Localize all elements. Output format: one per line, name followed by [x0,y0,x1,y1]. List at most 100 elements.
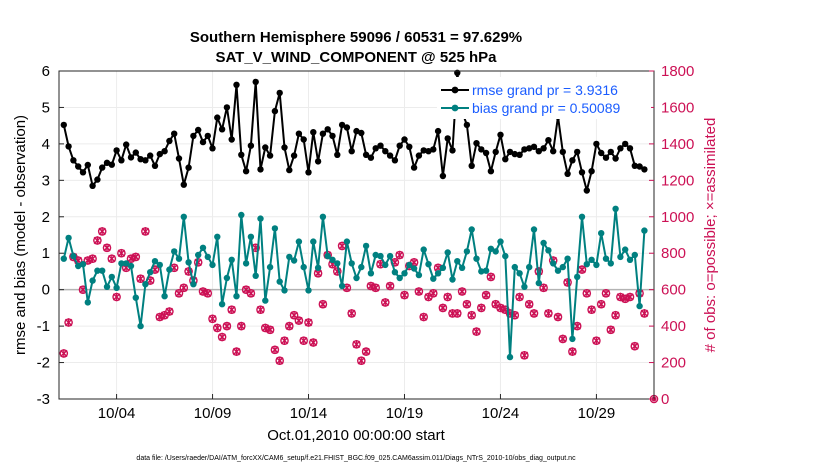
rmse-point [214,114,221,121]
rmse-point [84,161,92,169]
assimilated-point [453,309,461,318]
assimilated-point [611,310,620,320]
rmse-point [626,145,634,152]
assimilated-point [463,300,471,309]
assimilated-point [607,325,615,334]
assimilated-point [371,283,380,293]
bias-point [574,273,581,281]
assimilated-point [232,347,241,356]
bias-point [382,261,389,269]
assimilated-point [621,294,629,303]
bias-point [406,261,413,269]
rmse-point [588,168,595,175]
left-tick-label: 3 [42,172,50,189]
bias-point [492,248,499,255]
rmse-point [372,145,379,152]
rmse-point [598,149,605,157]
bias-point [377,252,384,260]
bias-point [199,244,207,251]
bias-point [506,353,514,361]
bias-point [223,274,231,282]
assimilated-point [136,274,145,283]
assimilated-point [352,340,361,349]
assimilated-point [261,323,270,333]
assimilated-point [419,312,428,322]
rmse-point [233,81,240,89]
rmse-point [175,155,183,162]
rmse-point [530,143,538,150]
bias-point [262,297,269,304]
bias-point [425,261,432,268]
right-tick-label: 1000 [661,209,694,226]
assimilated-point [381,298,390,307]
rmse-point [314,158,322,165]
bias-point [430,275,437,282]
bias-point [242,260,250,267]
rmse-point [262,144,269,151]
rmse-point [142,157,149,164]
rmse-point [147,152,154,159]
rmse-point [329,132,336,140]
rmse-point [425,148,432,155]
bias-point [550,260,557,267]
assimilated-point [424,292,433,302]
bias-point [65,234,72,242]
assimilated-point [213,323,222,333]
bias-point [569,335,576,343]
assimilated-point [338,241,346,251]
left-tick-label: 2 [42,209,50,226]
bias-point [434,270,442,277]
rmse-point [132,149,139,156]
assimilated-point [587,305,596,314]
bias-point [190,281,197,288]
bias-point [583,261,590,268]
bias-point [156,261,163,269]
bias-point [281,287,288,294]
bias-point [593,261,600,269]
bias-point [185,259,192,266]
assimilated-point [299,336,308,345]
right-tick-label: 800 [661,245,686,262]
rmse-point [103,159,111,166]
rmse-point [410,164,418,171]
assimilated-point [583,289,591,298]
rmse-point [564,170,571,177]
assimilated-point [559,334,567,344]
rmse-point [631,162,638,169]
bias-point [626,256,634,263]
bias-point [401,270,408,277]
left-tick-label: 1 [42,245,50,262]
assimilated-point [400,290,409,300]
bias-point [94,267,101,274]
plot-frame [58,70,655,400]
rmse-point [540,145,547,152]
bias-point [214,233,221,240]
bias-point [238,211,245,219]
assimilated-point [242,285,250,294]
right-tick-label: 600 [661,282,686,299]
bias-point [103,283,111,290]
rmse-point [156,150,163,158]
left-tick-label: 0 [42,282,50,299]
rmse-point [286,166,293,174]
bias-point [439,264,447,271]
rmse-point [386,152,394,159]
bias-point [559,263,566,271]
bias-point [209,261,216,269]
rmse-point [468,162,475,169]
assimilated-point [539,283,548,293]
assimilated-point [271,345,279,354]
rmse-point [290,152,298,159]
rmse-point [478,146,485,153]
bias-point [353,274,360,282]
bias-point [89,277,96,284]
bias-point [142,281,149,288]
rmse-point [118,157,125,164]
right-tick-label: 1800 [661,63,694,80]
assimilated-point [98,227,106,236]
right-tick-label: 1600 [661,99,694,116]
rmse-point [295,130,303,137]
bias-point [530,226,538,233]
rmse-point [185,164,192,171]
assimilated-point [616,292,625,302]
